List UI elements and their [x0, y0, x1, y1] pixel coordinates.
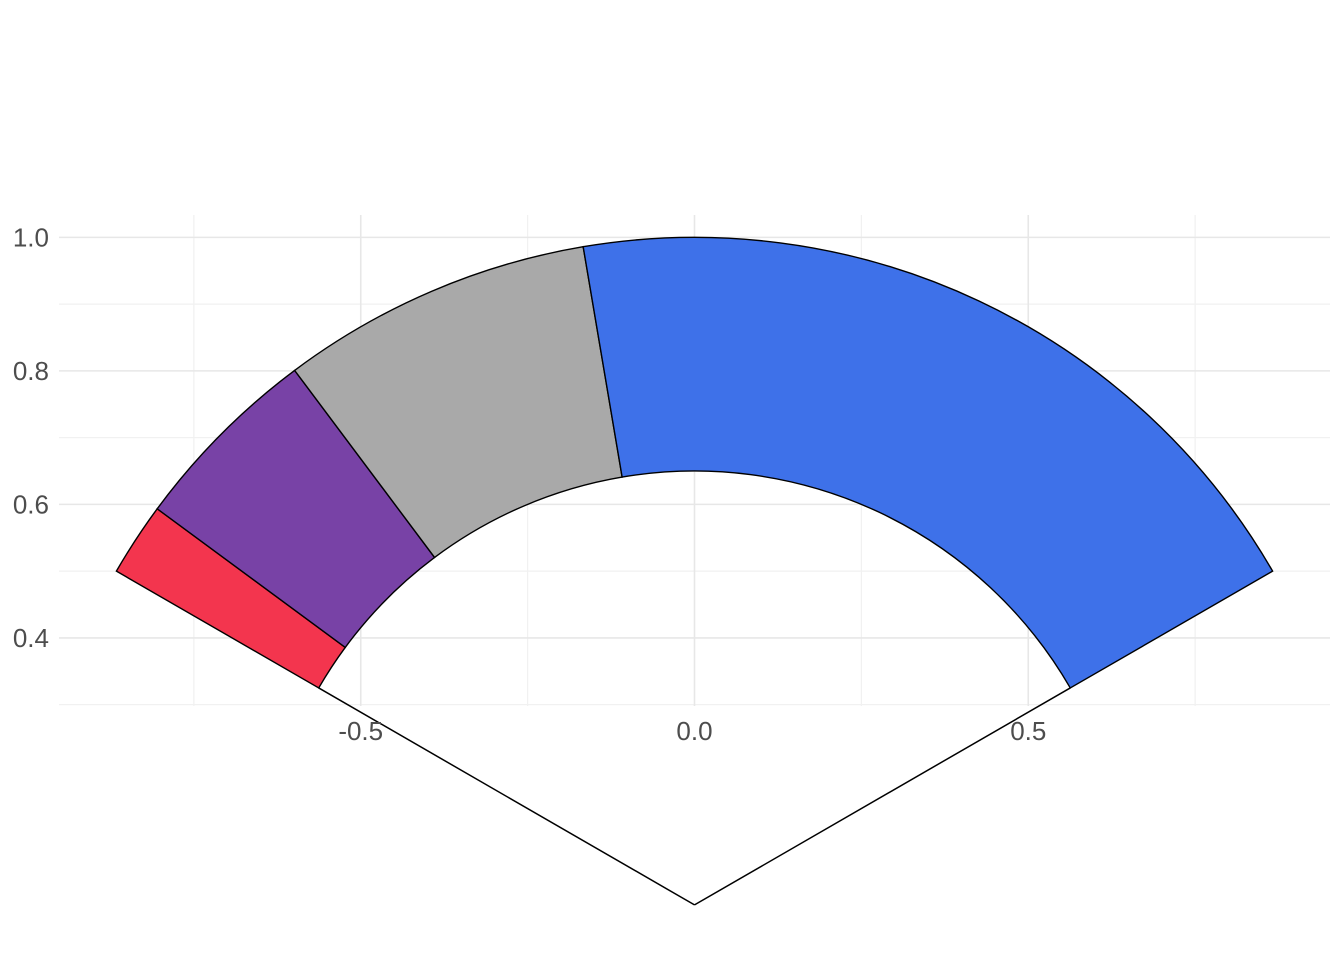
x-axis-tick-label: 0.0: [676, 716, 712, 746]
x-axis-tick-label: -0.5: [338, 716, 383, 746]
x-axis-tick-label: 0.5: [1010, 716, 1046, 746]
left-radial-edge-line: [318, 687, 695, 906]
y-axis-tick-label: 0.6: [13, 489, 49, 519]
gauge-segment-blue: [582, 236, 1274, 689]
y-axis-tick-label: 1.0: [13, 222, 49, 252]
y-axis-tick-label: 0.4: [13, 623, 49, 653]
right-radial-edge-line: [694, 687, 1071, 906]
y-axis-tick-label: 0.8: [13, 356, 49, 386]
